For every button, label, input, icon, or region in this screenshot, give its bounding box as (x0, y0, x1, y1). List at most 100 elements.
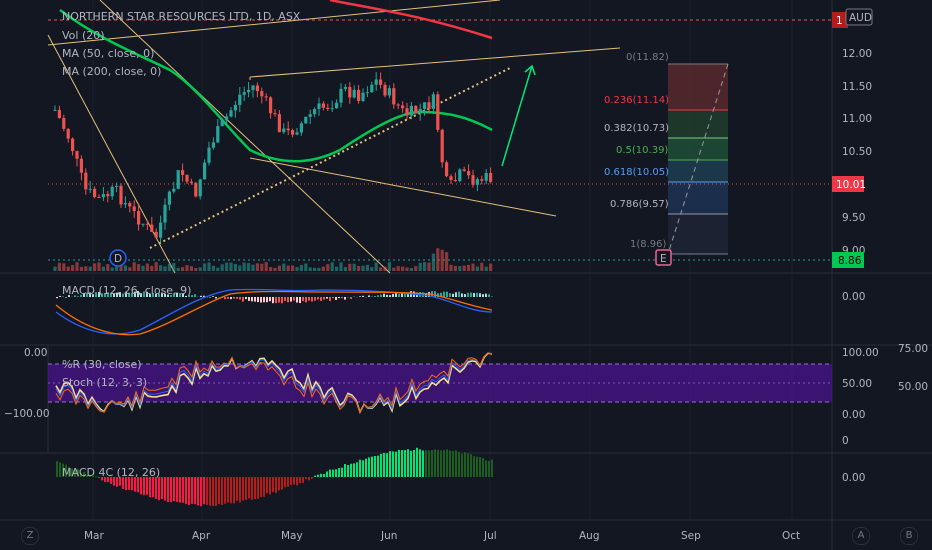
volume-bar (383, 266, 387, 271)
symbol-title[interactable]: NORTHERN STAR RESOURCES LTD, 1D, ASX (62, 10, 301, 23)
volume-bar (242, 262, 246, 271)
candle-body (119, 185, 123, 205)
volume-bar (75, 262, 79, 271)
legend-ma50[interactable]: MA (50, close, 0) (62, 47, 154, 60)
time-axis[interactable]: Mar Apr May Jun Jul Aug Sep Oct (84, 530, 800, 542)
time-tick: May (281, 530, 303, 542)
macd4c-bar (380, 453, 382, 477)
candle-body (229, 110, 233, 117)
candle-body (304, 116, 308, 124)
macd4c-bar (290, 477, 292, 485)
candle-body (299, 123, 303, 133)
macd-hist-bar (95, 292, 97, 297)
candle-body (110, 186, 114, 197)
macd4c-bar (446, 449, 448, 477)
last-price-label: 10.01 (836, 179, 866, 191)
legend-ma200[interactable]: MA (200, close, 0) (62, 65, 161, 78)
fib-retracement[interactable] (667, 63, 729, 255)
macd-hist-bar (305, 297, 307, 303)
volume-bar (299, 264, 303, 271)
fib-level-label: 1(8.96) (630, 239, 667, 250)
legend-macd[interactable]: MACD (12, 26, close, 9) (62, 284, 191, 297)
macd-hist-bar (311, 297, 313, 302)
volume-bar (484, 266, 488, 271)
macd4c-bar (320, 473, 322, 477)
macd-hist-bar (77, 296, 79, 297)
top-cut-badge (832, 12, 848, 28)
candle-body (348, 86, 352, 98)
b-button[interactable]: B (900, 527, 918, 545)
volume-bar (79, 266, 83, 271)
volume-bar (387, 262, 391, 271)
macd-hist-bar (152, 293, 154, 297)
macd-hist-bar (293, 297, 295, 301)
macd4c-bar (179, 477, 181, 503)
volume-bar (93, 263, 97, 271)
candle-body (194, 182, 198, 197)
volume-bar (273, 267, 277, 271)
macd-hist-bar (362, 295, 364, 297)
candlesticks[interactable] (53, 72, 493, 243)
macd4c-bar (398, 449, 400, 477)
macd-hist-bar (455, 292, 457, 297)
volume-bar (97, 262, 101, 271)
volume-bar (220, 264, 224, 271)
macd-hist-bar (74, 295, 76, 297)
macd4c-bar (125, 477, 127, 491)
volume-bar (128, 267, 132, 271)
macd4c-bar (458, 451, 460, 477)
stoch-d-line (55, 352, 493, 414)
earnings-marker-box[interactable] (655, 249, 672, 266)
volume-bar (282, 263, 286, 271)
legend-macd4c[interactable]: MACD 4C (12, 26) (62, 466, 160, 479)
fib-level-label: 0(11.82) (626, 52, 669, 63)
volume-bar (313, 267, 317, 271)
candle-body (436, 94, 440, 130)
macd4c-bar (377, 455, 379, 477)
legend-stoch[interactable]: Stoch (12, 3, 3) (62, 376, 147, 389)
macd4c-bar (59, 462, 61, 477)
legend-volume[interactable]: Vol (20) (62, 29, 105, 42)
macd-hist-bar (341, 297, 343, 299)
osc-far-right-tick: 75.00 (898, 343, 928, 355)
candle-body (396, 104, 400, 106)
candle-body (414, 105, 418, 114)
macd-hist-bar (134, 291, 136, 297)
trendlines[interactable] (47, 0, 621, 274)
macd4c-bar (455, 450, 457, 477)
candle-body (181, 170, 185, 175)
macd4c-bar (65, 464, 67, 477)
zoom-button-z[interactable]: Z (21, 527, 39, 545)
price-axis[interactable]: 12.00 11.50 11.00 10.50 9.50 9.00 (842, 48, 872, 257)
macd-hist-bar (239, 297, 241, 300)
candle-body (264, 96, 268, 98)
legend-williams-r[interactable]: %R (30, close) (62, 358, 142, 371)
macd4c-bar (386, 453, 388, 477)
volume-bar (326, 264, 330, 271)
currency-badge-box[interactable] (845, 8, 873, 26)
macd-hist-bar (299, 297, 301, 303)
macd4c-bar (158, 477, 160, 501)
candle-body (273, 113, 277, 115)
osc-right-tick: 0 (842, 435, 849, 447)
volume-bar (458, 266, 462, 271)
macd4c-bar (146, 477, 148, 495)
volume-bar (427, 262, 431, 271)
macd4c-bar (395, 451, 397, 477)
macd-4c-histogram (56, 447, 493, 507)
candle-body (392, 88, 396, 105)
dividend-marker-circle[interactable] (109, 249, 127, 267)
volume-bar (141, 265, 145, 271)
macd4c-bar (86, 475, 88, 477)
projection-arrow[interactable] (501, 64, 536, 167)
candle-body (57, 109, 61, 119)
auto-scale-button[interactable]: A (852, 527, 870, 545)
macd-signal-line (55, 290, 493, 336)
macd4c-bar (287, 477, 289, 487)
candle-body (295, 132, 299, 135)
macd4c-bar (269, 477, 271, 495)
volume-bar (330, 262, 334, 271)
volume-bar (185, 265, 189, 271)
macd4c-bar (218, 477, 220, 504)
